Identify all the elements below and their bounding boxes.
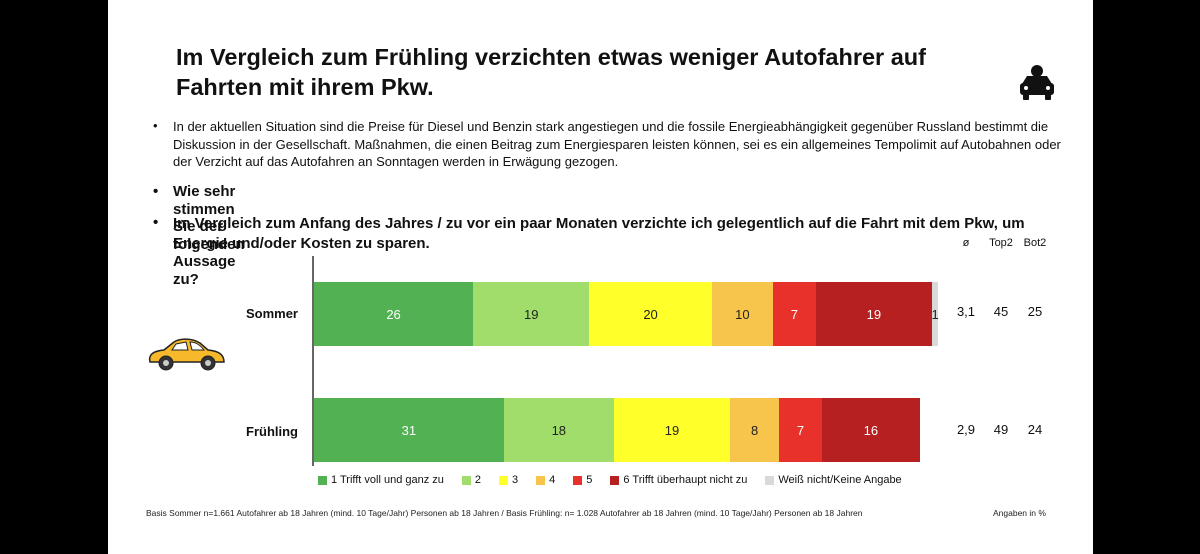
legend-item-1: 1 Trifft voll und ganz zu — [318, 474, 444, 486]
data-label: 7 — [796, 422, 805, 438]
legend-label: 2 — [474, 474, 482, 486]
data-label: 19 — [866, 306, 882, 322]
footnote: Basis Sommer n=1.661 Autofahrer ab 18 Ja… — [146, 508, 863, 518]
bullet-context-text: In der aktuellen Situation sind die Prei… — [173, 119, 1061, 169]
legend-label: Weiß nicht/Keine Angabe — [778, 474, 902, 486]
bar-segment-4: 8 — [730, 398, 780, 462]
legend-label: 5 — [586, 474, 593, 486]
data-label: 1 — [931, 306, 939, 322]
bar-segment-2: 19 — [473, 282, 590, 346]
data-label: 20 — [643, 306, 658, 322]
legend-label: 3 — [512, 474, 519, 486]
stat-top2-sommer: 45 — [993, 304, 1009, 319]
data-label: 16 — [863, 422, 879, 438]
yellow-car-icon — [148, 338, 225, 371]
bar-segment-4: 10 — [711, 282, 773, 346]
bar-segment-2: 18 — [503, 398, 614, 462]
legend-item-4: 4 — [536, 474, 555, 486]
car-person-icon — [1020, 65, 1054, 100]
bar-segment-5: 7 — [772, 282, 816, 346]
legend-item-2: 2 — [461, 474, 482, 486]
bar-segment-3: 20 — [589, 282, 712, 346]
legend-item-7: Weiß nicht/Keine Angabe — [765, 474, 902, 486]
legend-label: 6 Trifft überhaupt nicht zu — [623, 474, 748, 486]
bar-fruehling: 31 18 19 8 7 16 — [314, 398, 920, 462]
stat-top2-fruehling: 49 — [993, 422, 1009, 437]
bar-segment-6: 19 — [815, 282, 933, 346]
data-label: 19 — [524, 306, 539, 322]
bar-segment-6: 16 — [821, 398, 920, 462]
bar-segment-5: 7 — [779, 398, 822, 462]
data-label: 26 — [386, 306, 401, 322]
data-label: 10 — [735, 306, 750, 322]
stat-bot2-fruehling: 24 — [1027, 422, 1043, 437]
stat-header-bot2: Bot2 — [1023, 237, 1047, 249]
data-label: 31 — [401, 422, 417, 438]
legend-swatch — [765, 475, 775, 485]
stat-mean-sommer: 3,1 — [956, 304, 976, 319]
bar-segment-7: 1 — [931, 282, 939, 346]
legend-swatch — [318, 475, 327, 485]
legend-item-3: 3 — [499, 474, 518, 486]
legend-label: 4 — [549, 474, 556, 486]
bullet-question-text: Wie sehr stimmen Sie der folgenden Aussa… — [173, 183, 245, 288]
bar-sommer: 26 19 20 10 7 19 1 — [314, 282, 939, 346]
legend-swatch — [461, 475, 471, 485]
data-label: 18 — [551, 422, 567, 438]
slide: Im Vergleich zum Frühling verzichten etw… — [108, 0, 1093, 554]
legend-swatch — [499, 475, 509, 485]
chart-legend: 1 Trifft voll und ganz zu 2 3 4 5 6 Trifft üb… — [318, 474, 902, 486]
footnote-units: Angaben in % — [993, 508, 1046, 518]
stat-header-top2: Top2 — [989, 237, 1013, 249]
stat-bot2-sommer: 25 — [1027, 304, 1043, 319]
legend-label: 1 Trifft voll und ganz zu — [331, 474, 444, 486]
data-label: 19 — [664, 422, 680, 438]
bullet-dot: • — [153, 214, 159, 231]
legend-swatch — [536, 475, 546, 485]
row-label-sommer: Sommer — [245, 306, 298, 321]
bullet-dot: • — [153, 118, 158, 133]
bar-segment-3: 19 — [613, 398, 731, 462]
row-label-fruehling: Frühling — [246, 424, 298, 439]
stat-mean-fruehling: 2,9 — [956, 422, 976, 437]
bullet-dot: • — [153, 183, 159, 200]
bullet-statement-text: Im Vergleich zum Anfang des Jahres / zu … — [173, 215, 1025, 252]
slide-title: Im Vergleich zum Frühling verzichten etw… — [176, 44, 926, 100]
legend-item-5: 5 — [573, 474, 592, 486]
data-label: 8 — [751, 422, 759, 438]
legend-swatch — [573, 475, 583, 485]
bar-segment-1: 26 — [314, 282, 474, 346]
bar-segment-1: 31 — [314, 398, 504, 462]
data-label: 7 — [790, 306, 798, 322]
legend-item-6: 6 Trifft überhaupt nicht zu — [610, 474, 747, 486]
chart-axis — [312, 256, 314, 466]
stat-header-mean: ø — [962, 237, 970, 249]
legend-swatch — [610, 475, 620, 485]
